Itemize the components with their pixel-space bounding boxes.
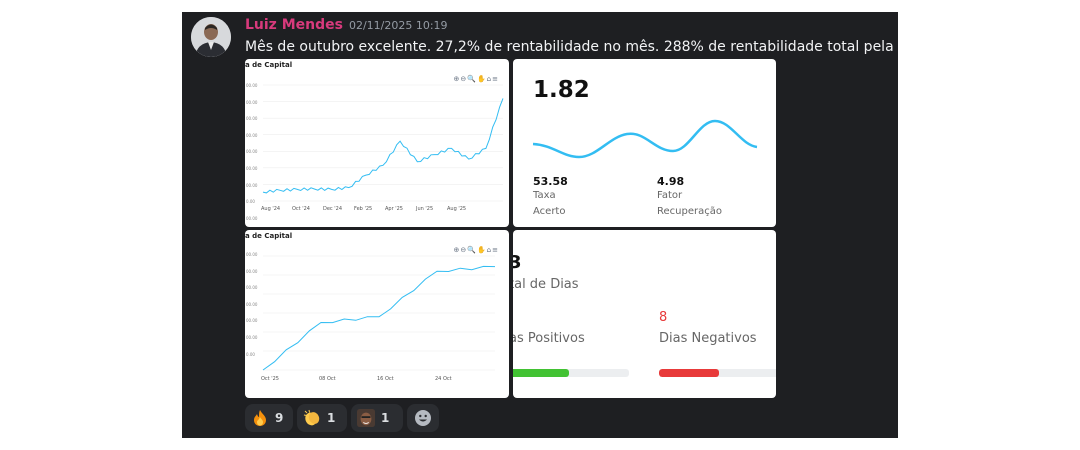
x-tick-label: 24 Oct — [435, 376, 452, 382]
y-tick-label: 0.00 — [246, 199, 255, 205]
total-days-label: tal de Dias — [513, 277, 579, 292]
author-name[interactable]: Luiz Mendes — [245, 17, 343, 33]
y-tick-label: 00.00 — [246, 268, 258, 274]
y-tick-label: 00.00 — [246, 301, 258, 307]
y-tick-label: 00.00 — [246, 83, 258, 88]
fator-value: 4.98 — [657, 175, 685, 188]
attachment-stats-card[interactable]: 1.82 53.58 Taxa Acerto 4.98 Fator Recupe… — [513, 59, 776, 227]
taxa-label: Taxa — [533, 190, 556, 201]
capital-chart-yearly-plot — [262, 84, 504, 202]
negative-days-bar — [659, 369, 776, 377]
stat-sparkline — [532, 119, 758, 159]
y-tick-label: 00.00 — [246, 116, 258, 122]
message-text: Mês de outubro excelente. 27,2% de renta… — [245, 39, 898, 55]
message-timestamp: 02/11/2025 10:19 — [348, 19, 448, 32]
x-tick-label: Feb '25 — [354, 206, 373, 212]
x-tick-label: Apr '25 — [385, 206, 403, 212]
message-header: Luiz Mendes 02/11/2025 10:19 — [245, 17, 448, 33]
sparkline-path — [532, 119, 758, 159]
stat-big-value: 1.82 — [533, 77, 590, 103]
acerto-label: Acerto — [533, 206, 566, 217]
x-tick-label: Oct '24 — [292, 206, 310, 212]
x-tick-label: Oct '25 — [261, 376, 279, 382]
add-reaction-button[interactable] — [407, 404, 439, 432]
chart-toolbar[interactable]: ⊕⊖🔍✋⌂≡ — [453, 246, 499, 254]
reaction-clap[interactable]: 1 — [297, 404, 347, 432]
total-days-value: 3 — [513, 252, 522, 273]
fire-emoji-icon — [254, 410, 266, 426]
attachment-days-card[interactable]: 3 tal de Dias 8 as Positivos Dias Negati… — [513, 230, 776, 398]
capital-series-line — [262, 98, 504, 194]
capital-chart-october-plot — [262, 255, 496, 371]
clapping-hands-icon — [303, 409, 320, 426]
chat-area: Luiz Mendes 02/11/2025 10:19 Mês de outub… — [182, 12, 898, 438]
chart-toolbar[interactable]: ⊕⊖🔍✋⌂≡ — [453, 75, 499, 83]
chart-title: a de Capital — [245, 61, 293, 69]
negative-days-bar-fill — [659, 369, 719, 377]
reaction-fire[interactable]: 9 — [245, 404, 293, 432]
y-tick-label: 00.00 — [246, 132, 258, 138]
positive-days-bar — [513, 369, 629, 377]
taxa-value: 53.58 — [533, 175, 568, 188]
y-tick-label: 0.00 — [246, 351, 255, 357]
y-tick-label: 00.00 — [246, 149, 258, 155]
x-tick-label: Jun '25 — [416, 206, 434, 212]
attachment-capital-chart-yearly[interactable]: a de Capital ⊕⊖🔍✋⌂≡ 00.00 00.00 00.00 00.00… — [245, 59, 509, 227]
y-tick-label: 00.00 — [246, 318, 258, 324]
y-tick-label: 00.00 — [246, 215, 258, 221]
x-tick-label: Aug '24 — [261, 206, 281, 212]
avatar[interactable] — [191, 17, 231, 57]
avatar-image — [191, 17, 231, 57]
x-tick-label: 16 Oct — [377, 376, 394, 382]
custom-face-icon — [357, 409, 375, 427]
negative-days-label: Dias Negativos — [659, 331, 757, 346]
y-tick-label: 00.00 — [246, 182, 258, 188]
reaction-custom[interactable]: 1 — [351, 404, 403, 432]
capital-series-line — [262, 265, 496, 371]
attachment-capital-chart-october[interactable]: a de Capital ⊕⊖🔍✋⌂≡ 00.00 00.00 00.00 00.00… — [245, 230, 509, 398]
y-tick-label: 00.00 — [246, 252, 258, 257]
y-tick-label: 00.00 — [246, 166, 258, 171]
positive-days-bar-fill — [513, 369, 569, 377]
x-tick-label: Aug '25 — [447, 206, 467, 212]
y-tick-label: 00.00 — [246, 285, 258, 291]
reaction-count: 1 — [381, 411, 390, 425]
x-tick-label: 08 Oct — [319, 376, 336, 382]
positive-days-label: as Positivos — [513, 331, 585, 346]
add-reaction-icon — [415, 410, 431, 426]
y-tick-label: 00.00 — [246, 335, 258, 340]
chart-title: a de Capital — [245, 232, 293, 240]
y-tick-label: 00.00 — [246, 99, 258, 105]
recuperacao-label: Recuperação — [657, 206, 722, 217]
reaction-count: 9 — [275, 411, 284, 425]
reaction-count: 1 — [327, 411, 336, 425]
fator-label: Fator — [657, 190, 683, 201]
x-tick-label: Dec '24 — [323, 206, 343, 212]
negative-days-value: 8 — [659, 310, 668, 325]
